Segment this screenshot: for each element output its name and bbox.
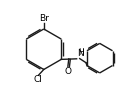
Text: Br: Br — [39, 14, 49, 23]
Text: H: H — [79, 48, 84, 57]
Text: O: O — [64, 67, 71, 76]
Text: N: N — [77, 49, 84, 58]
Text: Cl: Cl — [34, 76, 43, 85]
